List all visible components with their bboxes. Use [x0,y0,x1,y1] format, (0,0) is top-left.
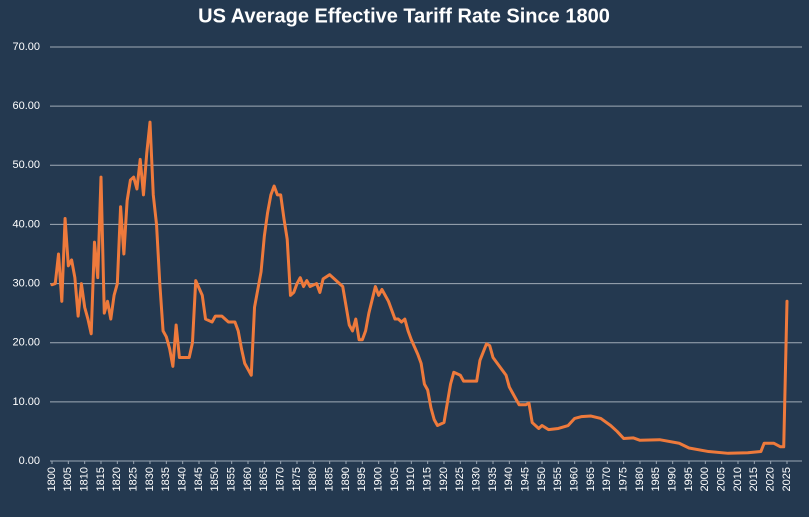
x-tick-label: 1850 [209,467,221,491]
x-tick-label: 1950 [536,467,548,491]
x-tick-label: 2020 [765,467,777,491]
x-tick-label: 1895 [356,467,368,491]
x-tick-label: 1995 [683,467,695,491]
x-tick-label: 1935 [487,467,499,491]
x-tick-label: 2005 [716,467,728,491]
x-tick-label: 1880 [307,467,319,491]
data-line [50,120,789,455]
x-tick-label: 1865 [258,467,270,491]
x-tick-label: 1980 [634,467,646,491]
x-tick-label: 1860 [242,467,254,491]
x-tick-label: 1840 [177,467,189,491]
chart-title: US Average Effective Tariff Rate Since 1… [198,5,610,27]
x-tick-label: 1800 [46,467,58,491]
x-tick-label: 1810 [79,467,91,491]
y-tick-label: 30.00 [12,277,40,289]
x-tick-label: 2000 [699,467,711,491]
x-tick-label: 1975 [618,467,630,491]
y-tick-label: 50.00 [12,159,40,171]
x-tick-label: 1820 [111,467,123,491]
x-tick-label: 1920 [438,467,450,491]
x-tick-label: 1825 [128,467,140,491]
x-tick-label: 1965 [585,467,597,491]
x-tick-label: 2015 [748,467,760,491]
x-tick-label: 1960 [569,467,581,491]
y-tick-label: 20.00 [12,337,40,349]
x-tick-label: 1940 [503,467,515,491]
y-tick-label: 10.00 [12,396,40,408]
y-tick-label: 0.00 [19,455,40,467]
x-tick-label: 1970 [601,467,613,491]
x-tick-label: 1900 [373,467,385,491]
x-tick-label: 1945 [520,467,532,491]
x-tick-label: 1830 [144,467,156,491]
y-tick-label: 40.00 [12,218,40,230]
x-tick-label: 2010 [732,467,744,491]
x-tick-label: 1890 [340,467,352,491]
x-tick-label: 1925 [454,467,466,491]
x-tick-label: 1955 [552,467,564,491]
y-tick-label: 70.00 [12,41,40,53]
x-tick-label: 1835 [160,467,172,491]
x-tick-label: 1855 [226,467,238,491]
x-tick-label: 1875 [291,467,303,491]
x-tick-label: 1870 [275,467,287,491]
x-tick-label: 1885 [324,467,336,491]
x-tick-label: 1905 [389,467,401,491]
y-tick-label: 60.00 [12,100,40,112]
x-tick-label: 1910 [405,467,417,491]
x-tick-label: 1915 [422,467,434,491]
x-tick-label: 1815 [95,467,107,491]
x-tick-label: 1985 [650,467,662,491]
x-tick-label: 1845 [193,467,205,491]
x-tick-label: 1990 [667,467,679,491]
x-tick-label: 2025 [781,467,793,491]
x-tick-label: 1930 [471,467,483,491]
x-tick-label: 1805 [62,467,74,491]
